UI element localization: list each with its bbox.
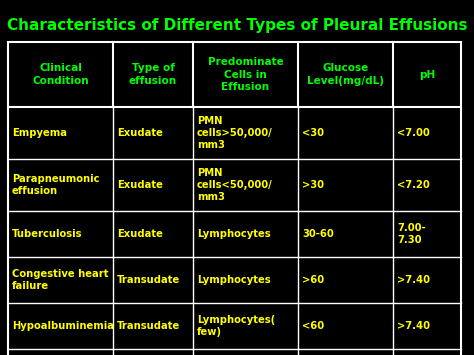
Text: Transudate: Transudate (117, 321, 180, 331)
Text: 30-60: 30-60 (302, 229, 334, 239)
Text: Type of
effusion: Type of effusion (129, 63, 177, 86)
Text: pH: pH (419, 70, 435, 80)
Text: <60: <60 (302, 321, 324, 331)
Text: >7.40: >7.40 (397, 321, 430, 331)
Text: Exudate: Exudate (117, 128, 163, 138)
Text: Predominate
Cells in
Effusion: Predominate Cells in Effusion (208, 57, 283, 92)
Text: Lymphocytes: Lymphocytes (197, 275, 271, 285)
Text: >7.40: >7.40 (397, 275, 430, 285)
Text: Lymphocytes(
few): Lymphocytes( few) (197, 315, 275, 337)
Text: PMN
cells>50,000/
mm3: PMN cells>50,000/ mm3 (197, 116, 273, 149)
Text: Congestive heart
failure: Congestive heart failure (12, 269, 109, 291)
Text: <7.20: <7.20 (397, 180, 430, 190)
Text: PMN
cells<50,000/
mm3: PMN cells<50,000/ mm3 (197, 168, 273, 202)
Text: >60: >60 (302, 275, 324, 285)
Text: Lymphocytes: Lymphocytes (197, 229, 271, 239)
Text: Transudate: Transudate (117, 275, 180, 285)
Text: 7.00-
7.30: 7.00- 7.30 (397, 223, 426, 245)
Text: Exudate: Exudate (117, 180, 163, 190)
Text: Clinical
Condition: Clinical Condition (32, 63, 89, 86)
Text: >30: >30 (302, 180, 324, 190)
Text: Parapneumonic
effusion: Parapneumonic effusion (12, 174, 100, 196)
Text: Tuberculosis: Tuberculosis (12, 229, 82, 239)
Text: Hypoalbuminemia: Hypoalbuminemia (12, 321, 114, 331)
Text: <7.00: <7.00 (397, 128, 430, 138)
Text: Exudate: Exudate (117, 229, 163, 239)
Text: Glucose
Level(mg/dL): Glucose Level(mg/dL) (307, 63, 384, 86)
Text: <30: <30 (302, 128, 324, 138)
Text: Characteristics of Different Types of Pleural Effusions: Characteristics of Different Types of Pl… (7, 18, 467, 33)
Text: Empyema: Empyema (12, 128, 67, 138)
